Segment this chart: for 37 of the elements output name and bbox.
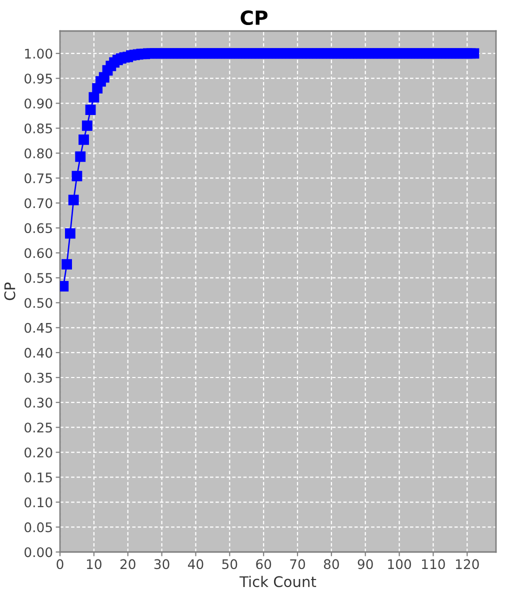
y-tick-label: 0.15 [24,472,52,482]
x-tick-label: 70 [290,559,306,570]
x-tick-label: 50 [222,559,238,570]
x-axis-title: Tick Count [240,576,316,588]
x-tick-label: 0 [56,559,64,570]
y-tick-label: 0.20 [24,448,52,458]
y-tick-label: 0.70 [24,198,52,208]
x-tick-label: 60 [256,559,272,570]
y-tick-label: 0.50 [24,298,52,308]
y-tick-label: 0.35 [24,372,52,383]
y-tick-label: 0.40 [24,348,52,358]
y-tick-label: 0.60 [24,248,52,258]
x-tick-label: 30 [154,559,170,570]
x-tick-label: 100 [388,559,412,570]
y-tick-label: 0.05 [24,522,52,532]
y-tick-label: 1.00 [25,48,52,59]
y-tick-label: 0.25 [24,422,52,433]
y-tick-label: 0.90 [24,98,52,108]
y-tick-label: 0.00 [24,547,52,558]
chart-title: CP [240,10,268,26]
x-tick-label: 90 [358,559,373,570]
y-tick-label: 0.65 [24,223,52,234]
y-axis-title: CP [4,282,16,300]
y-tick-label: 0.10 [24,497,52,508]
y-tick-label: 0.80 [24,148,52,158]
y-tick-label: 0.30 [24,398,52,408]
y-tick-label: 0.95 [24,74,52,84]
y-tick-label: 0.55 [24,273,52,283]
x-tick-label: 40 [188,559,204,570]
y-tick-label: 0.85 [24,123,52,134]
x-tick-label: 10 [86,559,102,570]
x-tick-label: 120 [456,559,479,570]
y-tick-label: 0.75 [24,173,52,184]
x-tick-label: 80 [324,559,339,570]
x-tick-label: 20 [120,559,136,570]
x-tick-label: 110 [422,559,445,570]
y-tick-label: 0.45 [24,322,52,333]
